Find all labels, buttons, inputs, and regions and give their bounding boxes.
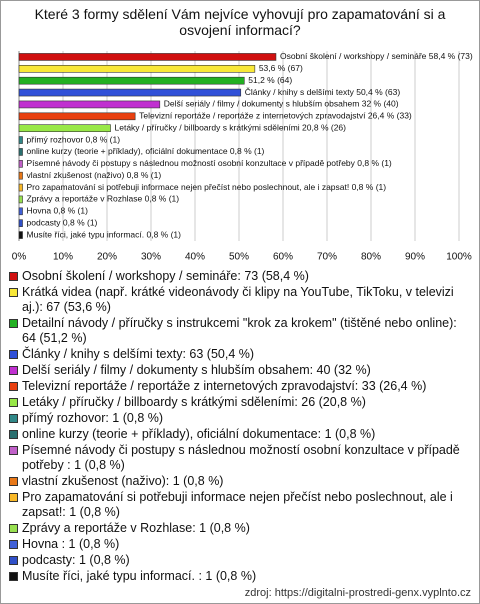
- x-tick-label: 40%: [185, 252, 205, 263]
- legend-item: Televizní reportáže / reportáže z intern…: [9, 379, 471, 394]
- bar: [18, 100, 161, 109]
- legend-swatch: [9, 572, 18, 581]
- legend-label: vlastní zkušenost (naživo): 1 (0,8 %): [22, 474, 224, 488]
- x-tick-label: 0%: [12, 252, 27, 263]
- bar: [18, 65, 256, 73]
- legend-item: Pro zapamatování si potřebuji informace …: [9, 490, 471, 520]
- value-label: Televizní reportáže / reportáže z intern…: [139, 111, 412, 121]
- legend: Osobní školení / workshopy / semináře: 7…: [9, 269, 471, 585]
- legend-label: Delší seriály / filmy / dokumenty s hlub…: [22, 363, 371, 377]
- legend-label: Hovna : 1 (0,8 %): [22, 537, 120, 551]
- legend-label: Detailní návody / příručky s instrukcemi…: [22, 316, 457, 345]
- legend-item: Písemné návody či postupy s následnou mo…: [9, 443, 471, 473]
- source: zdroj: https://digitalni-prostredi-genx.…: [244, 587, 471, 599]
- value-label: Hovna 0,8 % (1): [27, 206, 89, 216]
- legend-swatch: [9, 366, 18, 375]
- bar: [18, 76, 245, 85]
- legend-label: Pro zapamatování si potřebuji informace …: [22, 490, 453, 519]
- legend-item: Musíte říci, jaké typu informací. : 1 (0…: [9, 569, 471, 584]
- value-label: 51,2 % (64): [248, 75, 292, 85]
- legend-item: Zprávy a reportáže v Rozhlase: 1 (0,8 %): [9, 521, 471, 536]
- legend-item: přímý rozhovor: 1 (0,8 %): [9, 411, 471, 426]
- legend-swatch: [9, 556, 18, 565]
- bar: [18, 183, 23, 192]
- legend-item: Krátká videa (např. krátké videonávody č…: [9, 285, 471, 315]
- legend-swatch: [9, 477, 18, 486]
- bar: [18, 231, 23, 239]
- legend-swatch: [9, 350, 18, 359]
- bar: [18, 112, 136, 121]
- legend-item: Letáky / příručky / billboardy s krátkým…: [9, 395, 471, 410]
- value-label: 53,6 % (67): [259, 63, 303, 73]
- x-tick-label: 100%: [446, 252, 472, 263]
- legend-swatch: [9, 493, 18, 502]
- bar: [18, 124, 111, 132]
- legend-swatch: [9, 272, 18, 281]
- legend-swatch: [9, 382, 18, 391]
- x-tick-label: 10%: [53, 252, 73, 263]
- legend-item: podcasty: 1 (0,8 %): [9, 553, 471, 568]
- bar: [18, 207, 23, 216]
- value-label: vlastní zkušenost (naživo) 0,8 % (1): [27, 170, 162, 180]
- legend-swatch: [9, 540, 18, 549]
- legend-label: Písemné návody či postupy s následnou mo…: [22, 443, 460, 472]
- x-tick-label: 50%: [229, 252, 249, 263]
- value-label: Pro zapamatování si potřebuji informace …: [27, 182, 387, 192]
- value-label: Zprávy a reportáže v Rozhlase 0,8 % (1): [27, 194, 180, 204]
- legend-label: online kurzy (teorie + příklady), oficiá…: [22, 427, 376, 441]
- x-tick-label: 20%: [97, 252, 117, 263]
- bar: [18, 195, 23, 204]
- legend-item: online kurzy (teorie + příklady), oficiá…: [9, 427, 471, 442]
- legend-item: Detailní návody / příručky s instrukcemi…: [9, 316, 471, 346]
- value-label: Osobní školení / workshopy / semináře 58…: [280, 51, 473, 61]
- legend-item: Články / knihy s delšími texty: 63 (50,4…: [9, 347, 471, 362]
- chart: 0% 10% 20% 30% 40% 50% 60% 70% 80% 90% 100% Osobní …: [12, 51, 473, 263]
- value-label: Písemné návody či postupy s následnou mo…: [27, 158, 392, 168]
- bar: [18, 171, 23, 180]
- bar: [18, 136, 23, 144]
- value-label: podcasty 0,8 % (1): [27, 217, 98, 227]
- legend-label: Zprávy a reportáže v Rozhlase: 1 (0,8 %): [22, 521, 250, 535]
- x-tick-label: 70%: [317, 252, 337, 263]
- value-label: Musíte říci, jaké typu informací. 0,8 % …: [27, 229, 182, 239]
- bar: [18, 219, 23, 227]
- x-tick-label: 80%: [361, 252, 381, 263]
- value-label: Delší seriály / filmy / dokumenty s hlub…: [164, 99, 399, 109]
- legend-item: Delší seriály / filmy / dokumenty s hlub…: [9, 363, 471, 378]
- legend-swatch: [9, 398, 18, 407]
- legend-label: Osobní školení / workshopy / semináře: 7…: [22, 269, 309, 283]
- legend-swatch: [9, 288, 18, 297]
- x-tick-label: 90%: [405, 252, 425, 263]
- legend-swatch: [9, 446, 18, 455]
- value-label: online kurzy (teorie + příklady), oficiá…: [27, 146, 265, 156]
- x-tick-label: 30%: [141, 252, 161, 263]
- legend-swatch: [9, 524, 18, 533]
- legend-swatch: [9, 319, 18, 328]
- chart-title: Které 3 formy sdělení Vám nejvíce vyhovu…: [34, 6, 446, 38]
- legend-swatch: [9, 430, 18, 439]
- legend-label: Články / knihy s delšími texty: 63 (50,4…: [22, 347, 255, 361]
- legend-label: podcasty: 1 (0,8 %): [22, 553, 130, 567]
- value-label: přímý rozhovor 0,8 % (1): [27, 134, 121, 144]
- legend-item: Hovna : 1 (0,8 %): [9, 537, 471, 552]
- legend-label: Televizní reportáže / reportáže z intern…: [22, 379, 427, 393]
- bar: [18, 88, 242, 97]
- legend-item: vlastní zkušenost (naživo): 1 (0,8 %): [9, 474, 471, 489]
- legend-label: Musíte říci, jaké typu informací. : 1 (0…: [22, 569, 257, 583]
- legend-label: přímý rozhovor: 1 (0,8 %): [22, 411, 164, 425]
- legend-swatch: [9, 414, 18, 423]
- legend-label: Krátká videa (např. krátké videonávody č…: [22, 285, 454, 314]
- bar: [18, 160, 23, 168]
- bar: [18, 148, 23, 156]
- value-label: Letáky / příručky / billboardy s krátkým…: [115, 122, 347, 132]
- bar: [18, 53, 277, 61]
- legend-item: Osobní školení / workshopy / semináře: 7…: [9, 269, 471, 284]
- x-tick-label: 60%: [273, 252, 293, 263]
- legend-label: Letáky / příručky / billboardy s krátkým…: [22, 395, 366, 409]
- value-label: Články / knihy s delšími texty 50,4 % (6…: [245, 87, 401, 97]
